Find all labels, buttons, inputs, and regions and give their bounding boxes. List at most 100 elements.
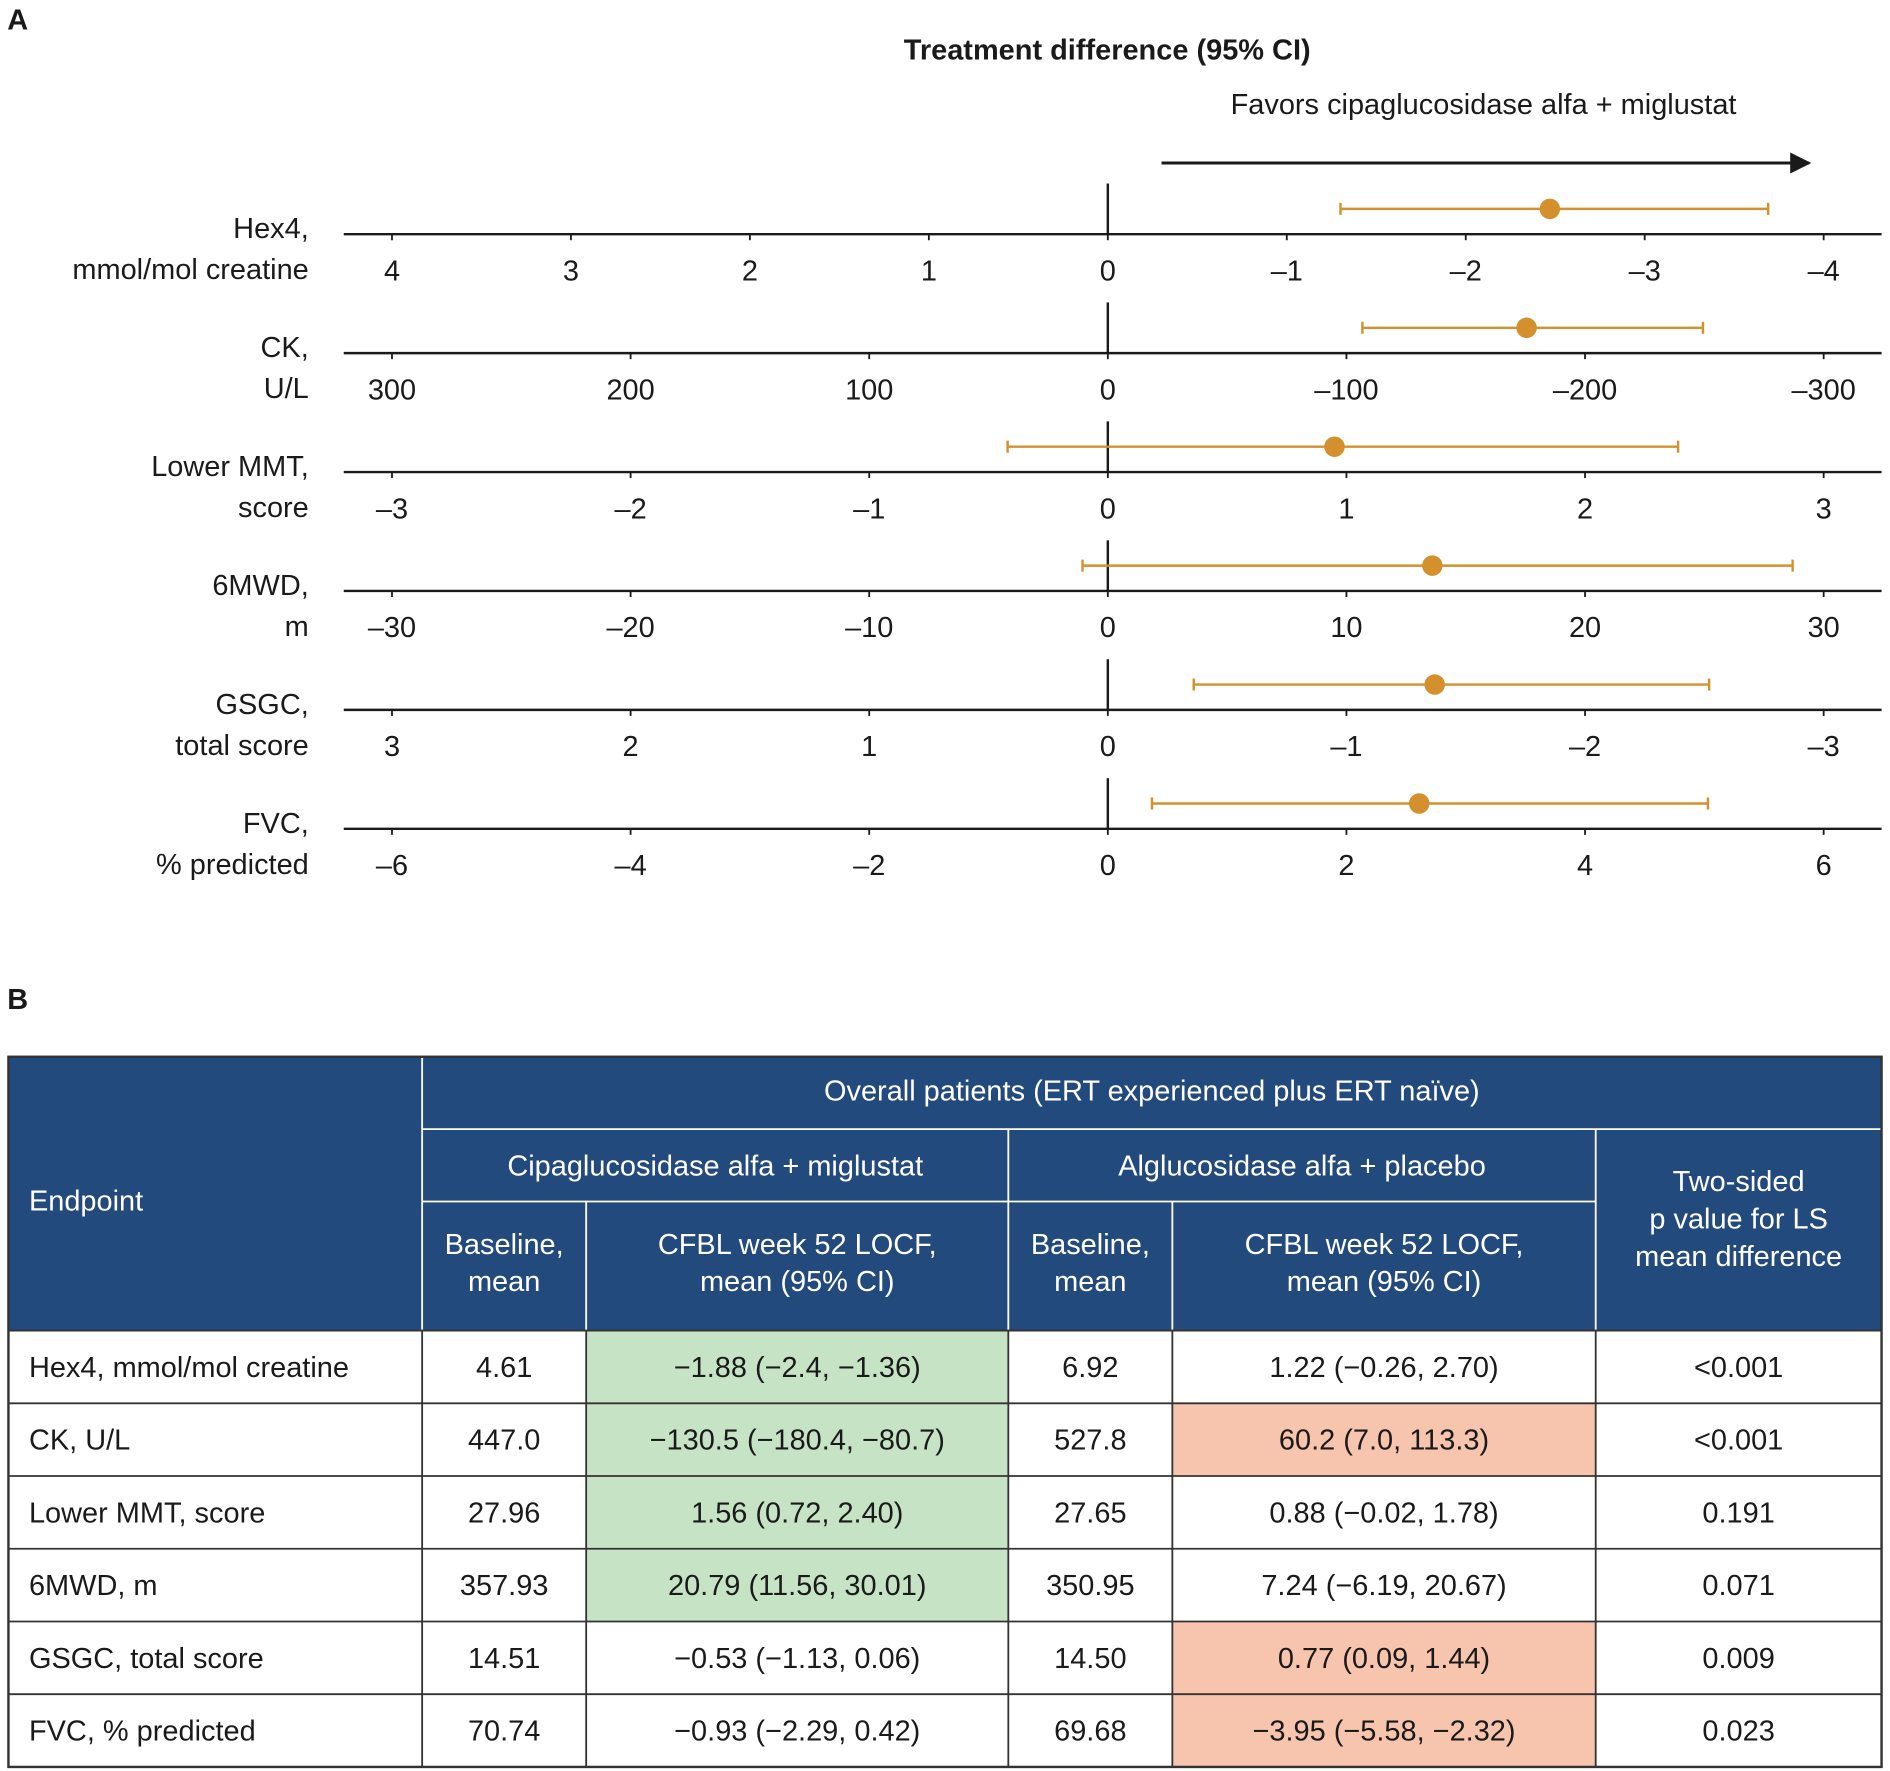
x-tick-label: 1 [921,255,937,287]
x-tick-label: –30 [368,612,416,644]
table-cell: −3.95 (−5.58, −2.32) [1252,1716,1515,1748]
header-cell: mean (95% CI) [1287,1266,1482,1298]
x-tick-label: –1 [853,493,885,525]
forest-plot: Hex4,mmol/mol creatine 4 3 2 1 0 –1 –2 –3 –4CK,U/… [72,183,1882,882]
table-cell: 350.95 [1046,1570,1135,1602]
table-cell: 4.61 [476,1352,532,1384]
table-cell: 527.8 [1054,1425,1126,1457]
row-label: m [285,611,309,643]
x-tick-label: 200 [606,374,654,406]
header-cell: Cipaglucosidase alfa + miglustat [507,1150,923,1182]
x-tick-label: –4 [615,850,647,882]
cell-highlight [586,1548,1009,1622]
x-tick-label: –1 [1271,255,1303,287]
header-cell: CFBL week 52 LOCF, [1245,1229,1524,1261]
header-cell: mean [468,1266,540,1298]
x-tick-label: 2 [623,731,639,763]
row-label: FVC, [243,808,309,840]
header-background [8,1056,1882,1331]
x-tick-label: 4 [384,255,400,287]
x-tick-label: 0 [1100,731,1116,763]
table-cell: 60.2 (7.0, 113.3) [1279,1425,1489,1457]
table-cell: 0.191 [1702,1497,1774,1529]
row-label: mmol/mol creatine [72,254,308,286]
table-cell: −0.53 (−1.13, 0.06) [674,1643,920,1675]
point-estimate [1422,555,1443,576]
row-header: FVC, % predicted [29,1716,256,1748]
header-cell: Alglucosidase alfa + placebo [1118,1150,1486,1182]
row-header: Lower MMT, score [29,1497,265,1529]
cell-highlight [1172,1694,1596,1767]
x-tick-label: –100 [1314,374,1378,406]
header-cell: p value for LS [1649,1203,1828,1235]
x-tick-label: –10 [845,612,893,644]
point-estimate [1424,674,1445,695]
x-tick-label: 3 [1816,493,1832,525]
panel-label: A [7,5,28,37]
cell-highlight [586,1330,1009,1404]
table-cell: −130.5 (−180.4, −80.7) [650,1425,945,1457]
x-tick-label: 0 [1100,255,1116,287]
header-cell: Two-sided [1673,1166,1805,1198]
table-cell: 69.68 [1054,1716,1126,1748]
header-cell: mean (95% CI) [700,1266,895,1298]
x-tick-label: 2 [742,255,758,287]
x-tick-label: 3 [384,731,400,763]
table-cell: 0.009 [1702,1643,1774,1675]
x-tick-label: 100 [845,374,893,406]
x-tick-label: 2 [1338,850,1354,882]
x-tick-label: 0 [1100,850,1116,882]
header-cell: Endpoint [29,1185,143,1217]
table-cell: 7.24 (−6.19, 20.67) [1261,1570,1506,1602]
table-cell: 14.50 [1054,1643,1126,1675]
row-label: Hex4, [233,213,309,245]
x-tick-label: 6 [1816,850,1832,882]
x-tick-label: 30 [1808,612,1840,644]
x-tick-label: –2 [853,850,885,882]
point-estimate [1408,793,1430,814]
panel-label: B [7,984,28,1016]
table-cell: 0.88 (−0.02, 1.78) [1269,1497,1498,1529]
chart-title: Treatment difference (95% CI) [904,35,1311,67]
x-tick-label: –300 [1791,374,1855,406]
x-tick-label: 0 [1100,493,1116,525]
table: Endpoint Overall patients (ERT experience… [7,1055,1883,1769]
x-tick-label: 4 [1577,850,1593,882]
table-cell: <0.001 [1694,1352,1783,1384]
header-cell: CFBL week 52 LOCF, [658,1229,937,1261]
point-estimate [1324,436,1345,457]
row-header: GSGC, total score [29,1643,264,1675]
table-cell: −0.93 (−2.29, 0.42) [674,1716,920,1748]
x-tick-label: –2 [615,493,647,525]
x-tick-label: –3 [1808,731,1840,763]
cell-highlight [586,1403,1009,1477]
x-tick-label: –200 [1553,374,1617,406]
x-tick-label: –2 [1450,255,1482,287]
table-cell: 6.92 [1062,1352,1118,1384]
x-tick-label: –2 [1569,731,1601,763]
x-tick-label: –3 [1629,255,1661,287]
row-header: 6MWD, m [29,1570,158,1602]
header-cell: Baseline, [445,1229,564,1261]
row-label: score [238,492,309,524]
x-tick-label: 1 [1338,493,1354,525]
header-cell: Overall patients (ERT experienced plus E… [824,1076,1480,1108]
row-label: 6MWD, [212,570,308,602]
table-outline [7,1055,1883,1769]
table-cell: 70.74 [468,1716,540,1748]
row-header: CK, U/L [29,1425,130,1457]
x-tick-label: 300 [368,374,416,406]
table-cell: 1.56 (0.72, 2.40) [691,1497,903,1529]
cell-highlight [1172,1621,1596,1695]
x-tick-label: –3 [376,493,408,525]
x-tick-label: 0 [1100,612,1116,644]
row-label: GSGC, [216,689,309,721]
row-label: % predicted [156,849,309,881]
x-tick-label: 3 [563,255,579,287]
row-label: CK, [261,332,309,364]
row-label: total score [175,730,309,762]
table-cell: 20.79 (11.56, 30.01) [668,1570,927,1602]
header-cell: mean difference [1635,1241,1842,1273]
x-tick-label: –1 [1330,731,1362,763]
table-cell: <0.001 [1694,1425,1783,1457]
